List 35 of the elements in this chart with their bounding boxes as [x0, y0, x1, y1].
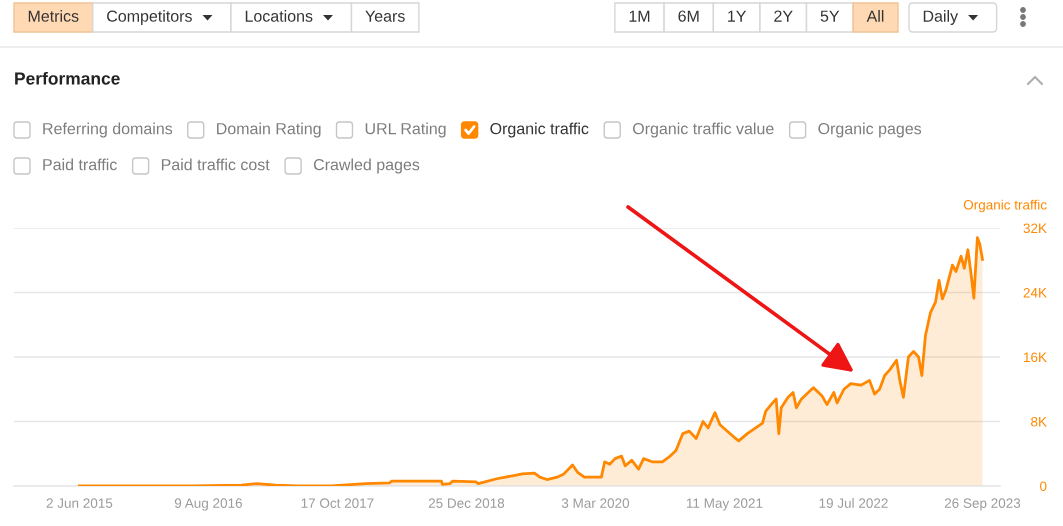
x-tick-label: 19 Jul 2022 [819, 498, 888, 508]
text: Paid traffic [43, 158, 117, 171]
text: Referring domains [43, 122, 173, 138]
y-tick-label: 8K [1031, 416, 1047, 427]
text: Years [365, 10, 405, 22]
x-tick-label: 3 Mar 2020 [561, 498, 630, 508]
text: Domain Rating [217, 122, 321, 138]
y-tick-label: 0 [1040, 481, 1047, 492]
text: Daily [923, 10, 959, 25]
chart-title: Performance [15, 71, 120, 85]
text: Competitors [107, 10, 192, 25]
x-tick-label: 11 May 2021 [686, 498, 763, 511]
x-tick-label: 2 Jun 2015 [46, 498, 113, 508]
text: Organic traffic value [633, 122, 774, 138]
x-tick-label: 25 Dec 2018 [428, 498, 505, 508]
text: 5Y [820, 10, 840, 22]
text: Metrics [28, 10, 79, 22]
text: Organic pages [818, 122, 922, 138]
text: 6M [678, 10, 699, 22]
x-tick-label: 9 Aug 2016 [174, 498, 242, 511]
text: All [866, 10, 884, 22]
y-tick-label: 16K [1024, 352, 1047, 363]
text: Crawled pages [313, 158, 420, 174]
y-tick-label: 32K [1023, 223, 1047, 234]
text: Paid traffic cost [161, 158, 270, 171]
text: Locations [245, 10, 313, 22]
text: URL Rating [365, 122, 446, 138]
y-tick-label: 24K [1023, 287, 1047, 298]
legend-label: Organic traffic [490, 122, 589, 138]
x-tick-label: 26 Sep 2023 [944, 498, 1021, 511]
text: 2Y [774, 10, 793, 22]
text: 1M [629, 10, 650, 22]
text: 1Y [728, 10, 747, 22]
x-tick-label: 17 Oct 2017 [301, 498, 374, 508]
y-axis-title: Organic traffic [963, 199, 1047, 213]
